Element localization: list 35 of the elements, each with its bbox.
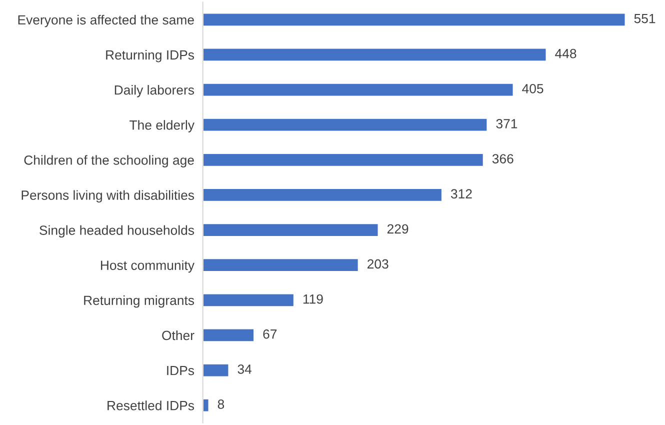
bar bbox=[202, 292, 295, 308]
y-tick-label: Children of the schooling age bbox=[24, 155, 194, 168]
data-label: 229 bbox=[387, 224, 408, 234]
data-label: 119 bbox=[303, 294, 323, 304]
bar bbox=[202, 258, 360, 272]
bar bbox=[202, 222, 380, 238]
data-label: 371 bbox=[496, 119, 518, 128]
bar bbox=[202, 82, 514, 98]
data-label: 8 bbox=[218, 400, 224, 409]
y-tick-label: IDPs bbox=[167, 366, 194, 376]
bar bbox=[202, 117, 488, 132]
y-tick-label: Returning IDPs bbox=[106, 50, 194, 62]
data-label: 67 bbox=[263, 329, 277, 339]
y-tick-label: The elderly bbox=[130, 120, 194, 132]
y-tick-label: Returning migrants bbox=[84, 295, 194, 308]
data-label: 551 bbox=[634, 14, 656, 24]
y-tick-label: Persons living with disabilities bbox=[22, 190, 194, 202]
bar bbox=[202, 188, 443, 202]
data-label: 203 bbox=[368, 259, 388, 269]
data-label: 366 bbox=[492, 154, 514, 164]
y-tick-label: Resettled IDPs bbox=[108, 400, 194, 410]
bar bbox=[202, 12, 626, 28]
data-label: 405 bbox=[522, 84, 544, 94]
y-tick-label: Single headed households bbox=[40, 225, 194, 238]
data-label: 448 bbox=[555, 48, 576, 58]
y-tick-label: Host community bbox=[100, 260, 194, 273]
bar bbox=[202, 362, 230, 378]
y-tick-label: Everyone is affected the same bbox=[18, 14, 194, 28]
y-tick-label: Other bbox=[162, 330, 194, 340]
y-tick-label: Daily laborers bbox=[114, 85, 194, 98]
bar bbox=[202, 152, 484, 168]
data-label: 312 bbox=[450, 189, 472, 199]
bar bbox=[202, 47, 548, 62]
data-label: 34 bbox=[238, 364, 252, 374]
bar bbox=[202, 328, 255, 343]
